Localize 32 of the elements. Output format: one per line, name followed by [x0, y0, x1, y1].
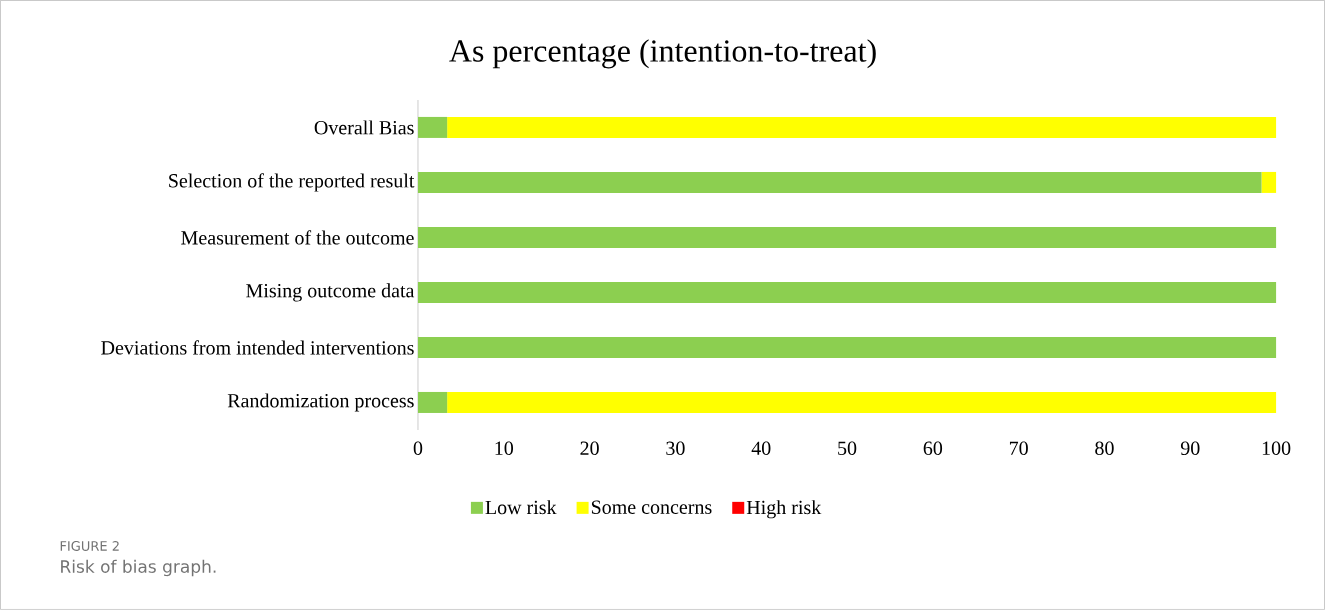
- chart-title: As percentage (intention-to-treat): [449, 39, 876, 69]
- legend-label: High risk: [746, 500, 822, 519]
- x-tick-label: 10: [495, 441, 514, 456]
- x-tick-label: 70: [1009, 441, 1028, 456]
- y-tick-label: Overall Bias: [314, 120, 414, 135]
- x-tick-label: 30: [666, 441, 685, 456]
- bar: [417, 172, 1262, 193]
- bar: [417, 116, 448, 138]
- x-tick-label: 40: [751, 441, 771, 456]
- y-tick-label: Selection of the reported result: [169, 173, 415, 192]
- bar: [417, 392, 448, 414]
- bar: [447, 392, 1277, 414]
- x-tick-label: 50: [838, 441, 857, 456]
- text: Risk of bias graph.: [61, 559, 216, 577]
- bar: [417, 337, 1277, 359]
- legend-label: Low risk: [485, 500, 557, 515]
- bar: [417, 282, 1277, 304]
- x-tick-label: 90: [1180, 441, 1200, 456]
- bar: [1261, 172, 1277, 193]
- x-tick-label: 60: [923, 441, 943, 456]
- y-tick-label: Randomization process: [227, 393, 414, 412]
- x-tick-label: 80: [1095, 441, 1114, 456]
- legend-label: Some concerns: [591, 500, 712, 514]
- x-tick-label: 20: [580, 441, 599, 456]
- x-tick-label: 0: [413, 441, 423, 456]
- x-tick-label: 100: [1262, 441, 1291, 456]
- y-tick-label: Mising outcome data: [246, 283, 415, 302]
- y-tick-label: Measurement of the outcome: [181, 230, 414, 245]
- bar: [447, 116, 1277, 138]
- bar: [417, 227, 1277, 248]
- y-tick-label: Deviations from intended interventions: [101, 340, 414, 355]
- caption: FIGURE 2: [60, 541, 119, 551]
